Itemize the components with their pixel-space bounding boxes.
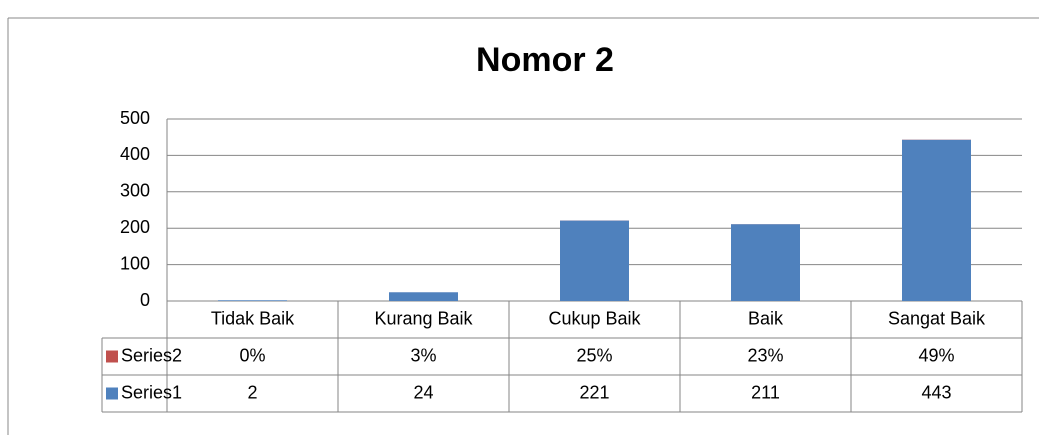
chart-title: Nomor 2	[476, 41, 614, 79]
legend-label: Series1	[121, 382, 182, 402]
legend-label: Series2	[121, 345, 182, 365]
y-tick-label: 400	[120, 144, 150, 164]
bar	[902, 139, 971, 301]
legend-swatch	[106, 387, 118, 400]
table-value: 25%	[576, 345, 612, 365]
table-value: 23%	[747, 345, 783, 365]
y-tick-label: 500	[120, 108, 150, 128]
bar	[389, 292, 458, 301]
table-value: 211	[751, 382, 780, 402]
table-value: 3%	[410, 345, 436, 365]
x-tick-label: Kurang Baik	[374, 308, 473, 328]
table-value: 49%	[918, 345, 954, 365]
table-value: 221	[579, 382, 609, 402]
table-value: 24	[413, 382, 433, 402]
table-value: 2	[247, 382, 257, 402]
x-tick-label: Cukup Baik	[548, 308, 641, 328]
y-tick-label: 0	[140, 290, 150, 310]
bar	[731, 224, 800, 301]
x-tick-label: Tidak Baik	[211, 308, 295, 328]
y-tick-label: 200	[120, 217, 150, 237]
legend-swatch	[106, 350, 118, 363]
y-tick-label: 300	[120, 181, 150, 201]
table-value: 0%	[239, 345, 265, 365]
bar	[560, 220, 629, 301]
table-value: 443	[921, 382, 951, 402]
x-tick-label: Baik	[748, 308, 784, 328]
x-tick-label: Sangat Baik	[888, 308, 986, 328]
y-tick-label: 100	[120, 253, 150, 273]
bar	[218, 300, 287, 301]
